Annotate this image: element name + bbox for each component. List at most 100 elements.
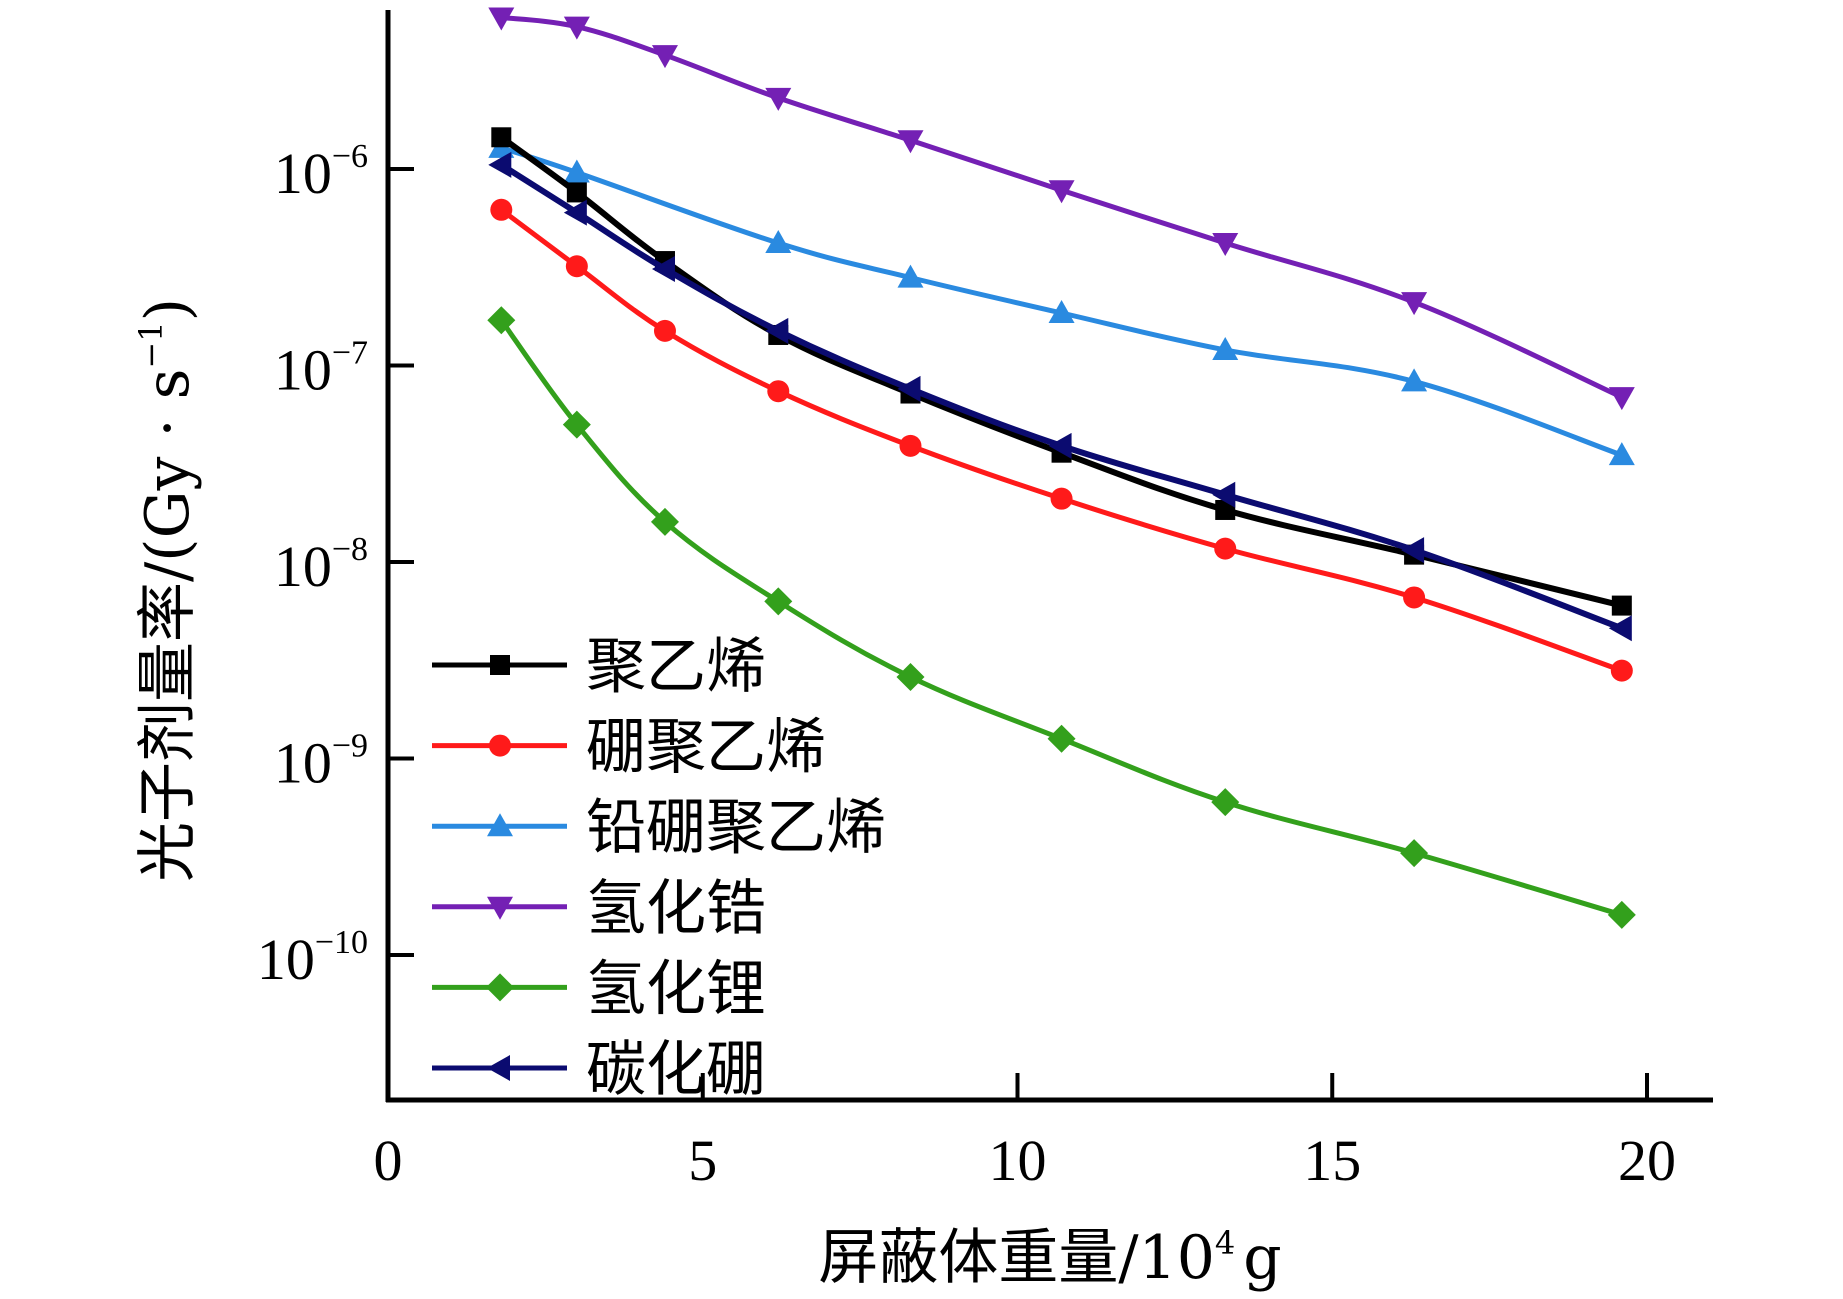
axes: 0 5 10 15 20 10−610−710−810−910−10 (257, 10, 1713, 1193)
data-point (1048, 432, 1072, 459)
data-point (1401, 292, 1428, 316)
data-point (1212, 481, 1236, 508)
legend-marker (486, 973, 514, 1002)
data-point (1608, 442, 1635, 466)
y-axis-title-main: 光子剂量率/(Gy · s (133, 369, 203, 882)
y-tick-exponent: −9 (332, 728, 368, 765)
y-tick-base: 10 (257, 927, 315, 992)
legend-label: 碳化硼 (586, 1035, 766, 1105)
legend-label: 氢化锂 (586, 954, 766, 1024)
y-tick-label: 10−9 (274, 728, 368, 796)
series-5 (487, 306, 1636, 929)
data-point (490, 198, 513, 221)
legend-label: 铅硼聚乙烯 (586, 793, 886, 863)
y-ticks: 10−610−710−810−910−10 (257, 138, 414, 992)
x-tick-label: 15 (1303, 1128, 1361, 1193)
legend-label: 聚乙烯 (586, 632, 766, 702)
y-tick-base: 10 (274, 534, 332, 599)
data-point (1611, 595, 1632, 616)
data-point (897, 264, 924, 288)
y-tick-exponent: −7 (332, 335, 368, 372)
data-point (1608, 387, 1635, 411)
data-point (491, 127, 512, 148)
legend-marker (487, 813, 513, 837)
data-point (1403, 586, 1426, 609)
data-point (1212, 336, 1239, 360)
data-point (1400, 839, 1429, 868)
y-tick-label: 10−10 (257, 924, 368, 992)
y-axis-title-exponent: −1 (132, 321, 170, 368)
data-point (1401, 537, 1425, 564)
data-point (1048, 300, 1075, 324)
data-point (1608, 615, 1632, 642)
series-line (499, 207, 1623, 673)
y-tick-label: 10−8 (274, 531, 368, 599)
legend-label: 硼聚乙烯 (586, 713, 826, 783)
series-6 (488, 151, 1632, 642)
series-line (499, 134, 1623, 609)
legend-marker (489, 734, 511, 757)
data-point (1607, 900, 1636, 929)
data-point (563, 199, 587, 226)
legend-item: 碳化硼 (432, 1035, 766, 1105)
data-point (765, 87, 792, 111)
data-point (563, 16, 590, 40)
legend-item: 氢化锂 (432, 954, 766, 1024)
data-point (1214, 537, 1237, 560)
x-tick-label: 0 (374, 1128, 403, 1193)
series-2 (490, 198, 1633, 682)
series-line (499, 162, 1623, 632)
data-point (897, 130, 924, 154)
x-axis-title: 屏蔽体重量/104 g (818, 1223, 1281, 1293)
y-tick-label: 10−7 (274, 335, 368, 403)
legend-label: 氢化锆 (586, 874, 766, 944)
y-tick-label: 10−6 (274, 138, 368, 206)
y-tick-exponent: −10 (315, 924, 368, 961)
data-point (765, 317, 789, 344)
data-point (488, 151, 512, 178)
data-point (488, 7, 515, 31)
x-axis-title-unit: g (1243, 1223, 1281, 1293)
data-point (650, 507, 679, 536)
x-axis-title-main: 屏蔽体重量/10 (818, 1223, 1215, 1293)
y-tick-exponent: −8 (332, 531, 368, 568)
legend-item: 氢化锆 (432, 874, 766, 944)
legend-marker (487, 1055, 510, 1081)
series-4 (488, 7, 1635, 411)
data-point (487, 306, 516, 335)
data-point (566, 182, 587, 203)
data-point (767, 380, 790, 403)
y-tick-base: 10 (274, 141, 332, 206)
x-ticks: 0 5 10 15 20 (374, 1073, 1676, 1193)
legend-marker (490, 655, 510, 675)
data-point (565, 255, 588, 278)
y-axis-title-close: ) (133, 298, 203, 321)
data-point (1610, 659, 1633, 682)
x-tick-label: 10 (989, 1128, 1047, 1193)
data-point (563, 159, 590, 183)
data-point (899, 434, 922, 457)
data-point (764, 587, 793, 616)
data-point (1212, 233, 1239, 257)
legend-item: 硼聚乙烯 (432, 713, 826, 783)
data-point (1401, 368, 1428, 392)
data-point (896, 662, 925, 691)
series-3 (488, 134, 1635, 466)
data-point (1047, 724, 1076, 753)
data-point (1215, 499, 1236, 520)
legend-item: 聚乙烯 (432, 632, 766, 702)
data-point (1050, 487, 1073, 510)
y-tick-base: 10 (274, 338, 332, 403)
series-line (499, 318, 1623, 918)
y-tick-base: 10 (274, 731, 332, 796)
x-tick-label: 20 (1618, 1128, 1676, 1193)
data-point (1048, 180, 1075, 204)
y-axis-title: 光子剂量率/(Gy · s−1) (132, 298, 203, 882)
data-point (897, 375, 921, 402)
y-tick-exponent: −6 (332, 138, 368, 175)
data-point (562, 410, 591, 439)
data-point (651, 255, 675, 282)
legend-item: 铅硼聚乙烯 (432, 793, 886, 863)
